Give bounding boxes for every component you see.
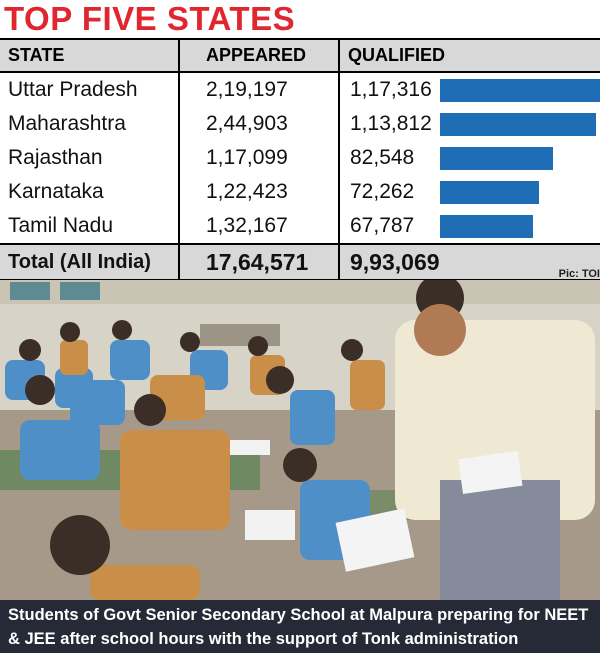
state-name: Karnataka xyxy=(0,175,180,209)
table-row: Tamil Nadu 1,32,167 67,787 xyxy=(0,209,600,244)
qualified-value: 1,13,812 xyxy=(350,112,432,135)
appeared-value: 1,22,423 xyxy=(179,175,340,209)
table-row: Uttar Pradesh 2,19,197 1,17,316 xyxy=(0,72,600,107)
qualified-bar xyxy=(440,79,600,102)
qualified-cell: 82,548 xyxy=(339,141,600,175)
qualified-bar xyxy=(440,113,596,136)
qualified-value: 82,548 xyxy=(350,146,415,169)
total-row: Total (All India) 17,64,571 9,93,069 xyxy=(0,243,600,281)
qualified-value: 67,787 xyxy=(350,214,415,237)
classroom-illustration xyxy=(0,280,600,600)
qualified-value: 72,262 xyxy=(350,180,415,203)
state-name: Tamil Nadu xyxy=(0,209,180,244)
photo-caption: Students of Govt Senior Secondary School… xyxy=(0,600,600,653)
page-title: TOP FIVE STATES xyxy=(4,0,296,37)
state-name: Uttar Pradesh xyxy=(0,72,180,107)
qualified-bar xyxy=(440,181,539,204)
qualified-bar xyxy=(440,215,533,238)
appeared-value: 1,32,167 xyxy=(179,209,340,244)
qualified-bar xyxy=(440,147,553,170)
total-qualified: 9,93,069 xyxy=(339,243,600,281)
appeared-value: 2,44,903 xyxy=(179,107,340,141)
photo-credit: Pic: TOI xyxy=(558,268,600,280)
qualified-cell: 1,13,812 xyxy=(339,107,600,141)
classroom-photo xyxy=(0,280,600,600)
table-header: STATE APPEARED QUALIFIED xyxy=(0,38,600,73)
total-label: Total (All India) xyxy=(0,243,180,281)
appeared-value: 1,17,099 xyxy=(179,141,340,175)
qualified-cell: 72,262 xyxy=(339,175,600,209)
state-name: Maharashtra xyxy=(0,107,180,141)
header-appeared: APPEARED xyxy=(179,38,340,73)
header-qualified: QUALIFIED xyxy=(339,38,600,73)
table-row: Rajasthan 1,17,099 82,548 xyxy=(0,141,600,175)
qualified-cell: 1,17,316 xyxy=(339,72,600,107)
state-name: Rajasthan xyxy=(0,141,180,175)
table-row: Maharashtra 2,44,903 1,13,812 xyxy=(0,107,600,141)
table-row: Karnataka 1,22,423 72,262 xyxy=(0,175,600,209)
qualified-cell: 67,787 xyxy=(339,209,600,244)
qualified-value: 1,17,316 xyxy=(350,78,432,101)
total-appeared: 17,64,571 xyxy=(179,243,340,281)
appeared-value: 2,19,197 xyxy=(179,72,340,107)
header-state: STATE xyxy=(0,38,180,73)
states-table: STATE APPEARED QUALIFIED Uttar Pradesh 2… xyxy=(0,38,600,281)
